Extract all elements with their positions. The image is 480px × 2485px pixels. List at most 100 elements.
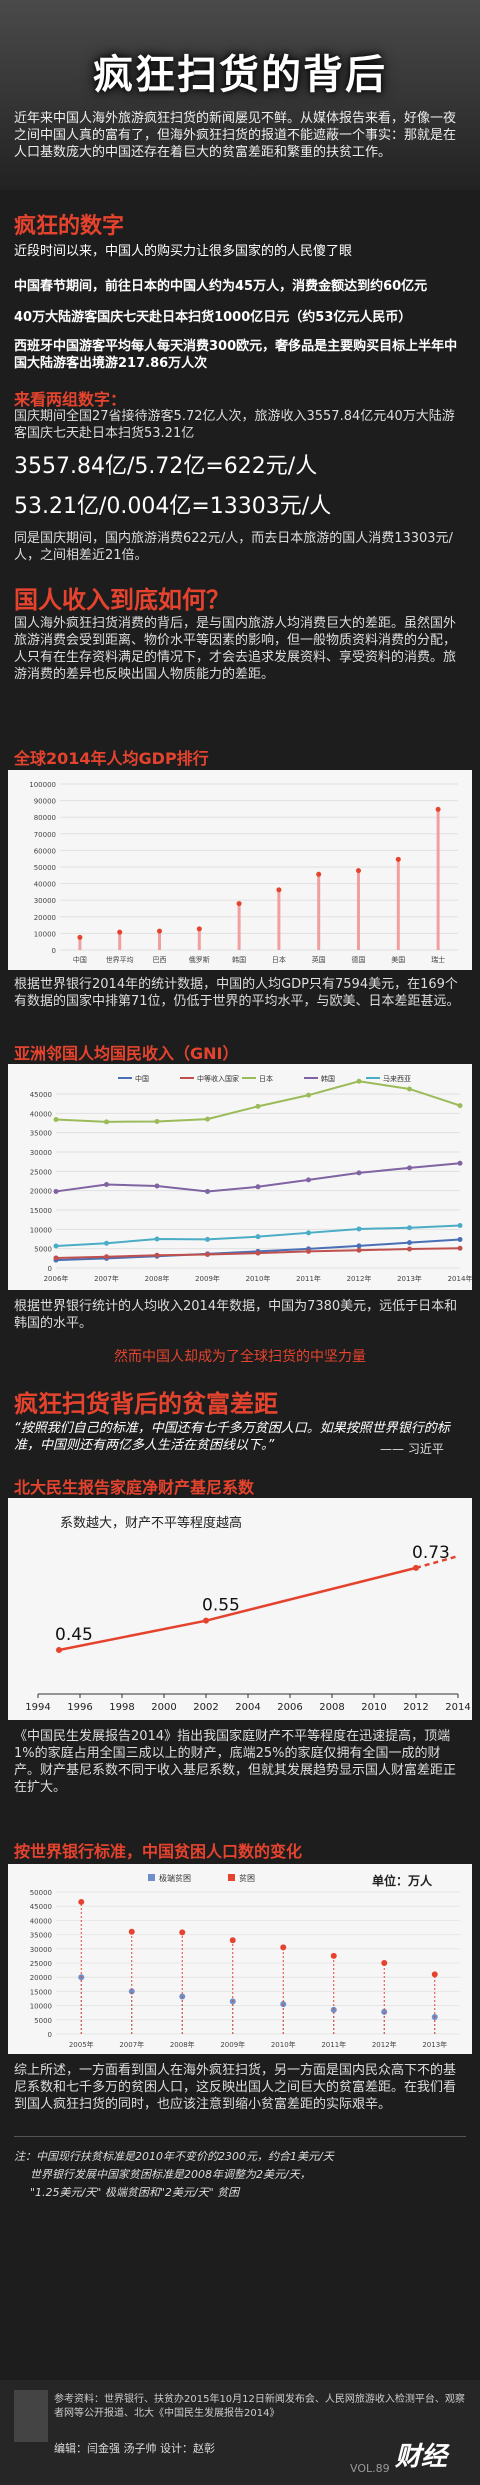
data-point <box>104 1119 109 1125</box>
y-tick-label: 80000 <box>34 814 56 822</box>
gini-trend-dashed <box>415 1554 459 1570</box>
x-tick-label: 2010年 <box>271 2040 296 2049</box>
gni-chart-title: 亚洲邻国人均国民收入（GNI） <box>14 1044 239 1063</box>
data-point <box>356 1170 362 1176</box>
x-tick-label: 2013年 <box>422 2040 447 2049</box>
income-text: 国人海外疯狂扫货消费的背后，是与国内旅游人均消费巨大的差距。虽然国外旅游消费会受… <box>14 616 457 682</box>
y-tick-label: 10000 <box>34 930 56 938</box>
fact-2: 40万大陆游客国庆七天赴日本扫货1000亿日元（约53亿元人民币） <box>14 310 412 325</box>
data-point <box>381 1960 388 1966</box>
x-tick-label: 世界平均 <box>106 955 134 964</box>
data-point <box>306 1230 311 1236</box>
series-line <box>55 1080 461 1123</box>
data-point <box>104 1240 109 1246</box>
y-tick-label: 30000 <box>30 1149 52 1157</box>
bar-top-dot <box>77 934 83 940</box>
intro-text: 近年来中国人海外旅游疯狂扫货的新闻屡见不鲜。从媒体报告来看，好像一夜之间中国人真… <box>14 111 457 160</box>
y-tick-label: 10000 <box>30 1226 52 1234</box>
y-tick-label: 30000 <box>34 897 56 905</box>
data-point <box>205 1236 210 1242</box>
gni-chart-panel: 0 5000 10000 15000 20000 25000 30000 35000 40000… <box>8 1064 472 1290</box>
gdp-chart-title: 全球2014年人均GDP排行 <box>14 749 209 768</box>
x-tick-label: 中国 <box>73 955 87 964</box>
x-tick-label: 1994 <box>25 1702 50 1713</box>
y-tick-label: 20000 <box>34 914 56 922</box>
volume-number: VOL.89 <box>350 2462 390 2475</box>
x-tick-label: 2006年 <box>44 1274 69 1283</box>
x-tick-label: 2004 <box>235 1702 260 1713</box>
x-tick-label: 巴西 <box>153 956 167 964</box>
x-tick-label: 2012 <box>403 1702 428 1713</box>
data-point <box>306 1248 311 1254</box>
page-title: 疯狂扫货的背后 <box>93 52 387 98</box>
y-tick-label: 10000 <box>30 2003 52 2011</box>
data-point <box>457 1236 463 1242</box>
bar-top-dot <box>117 929 123 935</box>
x-tick-label: 2012年 <box>372 2040 397 2049</box>
data-point <box>78 1898 85 1905</box>
legend-label: 中等收入国家 <box>197 1074 239 1083</box>
data-point <box>457 1245 463 1251</box>
gdp-chart-panel: 0 10000 20000 30000 40000 50000 60000 70000 8000… <box>8 770 472 970</box>
quote-author: —— 习近平 <box>380 1442 444 1456</box>
poverty-unit: 单位：万人 <box>372 1874 433 1888</box>
data-point <box>280 1944 287 1951</box>
data-point <box>306 1092 311 1098</box>
x-tick-label: 2006 <box>277 1702 302 1713</box>
x-tick-label: 2005年 <box>69 2040 94 2049</box>
data-point <box>255 1234 261 1240</box>
y-tick-label: 25000 <box>30 1168 52 1176</box>
y-tick-label: 50000 <box>30 1889 52 1897</box>
y-tick-label: 5000 <box>34 2017 52 2025</box>
y-tick-label: 50000 <box>34 864 56 872</box>
x-tick-label: 2010 <box>361 1702 386 1713</box>
x-tick-label: 日本 <box>272 955 286 964</box>
note-1: 注：中国现行扶贫标准是2010年不变价的2300元，约合1美元/天 <box>14 2150 334 2163</box>
legend-swatch <box>148 1874 155 1881</box>
fact-3: 西班牙中国游客平均每人每天消费300欧元，奢侈品是主要购买目标上半年中国大陆游客… <box>14 339 458 371</box>
x-tick-label: 俄罗斯 <box>189 955 210 964</box>
y-tick-label: 100000 <box>29 781 56 789</box>
gini-text: 《中国民生发展报告2014》指出我国家庭财产不平等程度在迅速提高，顶端1%的家庭… <box>14 1729 457 1795</box>
brand-logo-icon <box>14 2390 48 2442</box>
y-tick-label: 25000 <box>30 1960 52 1968</box>
y-tick-label: 30000 <box>30 1946 52 1954</box>
note-2: 世界银行发展中国家贫困标准是2008年调整为2美元/天， <box>30 2168 311 2181</box>
data-point <box>356 1078 362 1084</box>
y-tick-label: 45000 <box>30 1091 52 1099</box>
calc-conclusion: 同是国庆期间，国内旅游消费622元/人，而去日本旅游的国人消费13303元/人，… <box>14 531 453 563</box>
data-point <box>407 1240 412 1246</box>
poverty-chart-panel: 0 5000 10000 15000 20000 25000 30000 35000 40000… <box>8 1864 472 2054</box>
y-tick-label: 20000 <box>30 1974 52 1982</box>
data-point <box>255 1103 261 1109</box>
gini-line-chart: 1994 1996 1998 2000 2002 2004 2006 2008 2010 2012… <box>25 1543 470 1713</box>
x-tick-label: 2012年 <box>347 1274 372 1283</box>
data-point <box>53 1188 59 1194</box>
y-tick-label: 15000 <box>30 1988 52 1996</box>
calc-title: 来看两组数字： <box>14 390 127 409</box>
x-tick-label: 2008年 <box>145 1274 170 1283</box>
x-tick-label: 2009年 <box>220 2040 245 2049</box>
data-point <box>128 1928 135 1935</box>
y-tick-label: 45000 <box>30 1903 52 1911</box>
data-point <box>306 1177 311 1183</box>
x-tick-label: 2010年 <box>246 1274 271 1283</box>
gini-value-label: 0.45 <box>55 1625 93 1645</box>
x-tick-label: 2013年 <box>397 1274 422 1283</box>
gdp-bar-chart: 0 10000 20000 30000 40000 50000 60000 70000 8000… <box>29 781 458 964</box>
brand-name: 财经 <box>395 2442 448 2472</box>
data-point <box>407 1246 412 1252</box>
footer-refs: 参考资料：世界银行、扶贫办2015年10月12日新闻发布会、人民网旅游收入检测平… <box>54 2394 465 2419</box>
x-tick-label: 2000 <box>151 1702 176 1713</box>
data-point <box>229 1937 236 1944</box>
gini-point <box>203 1617 209 1624</box>
section-title-crazy-numbers: 疯狂的数字 <box>14 214 125 239</box>
data-point <box>179 1929 186 1936</box>
x-tick-label: 2011年 <box>321 2040 346 2049</box>
y-tick-label: 35000 <box>30 1130 52 1138</box>
data-point <box>407 1086 412 1092</box>
x-tick-label: 2014 <box>445 1702 470 1713</box>
gini-point <box>56 1647 62 1653</box>
data-point <box>154 1118 160 1124</box>
x-tick-label: 2008年 <box>170 2040 195 2049</box>
